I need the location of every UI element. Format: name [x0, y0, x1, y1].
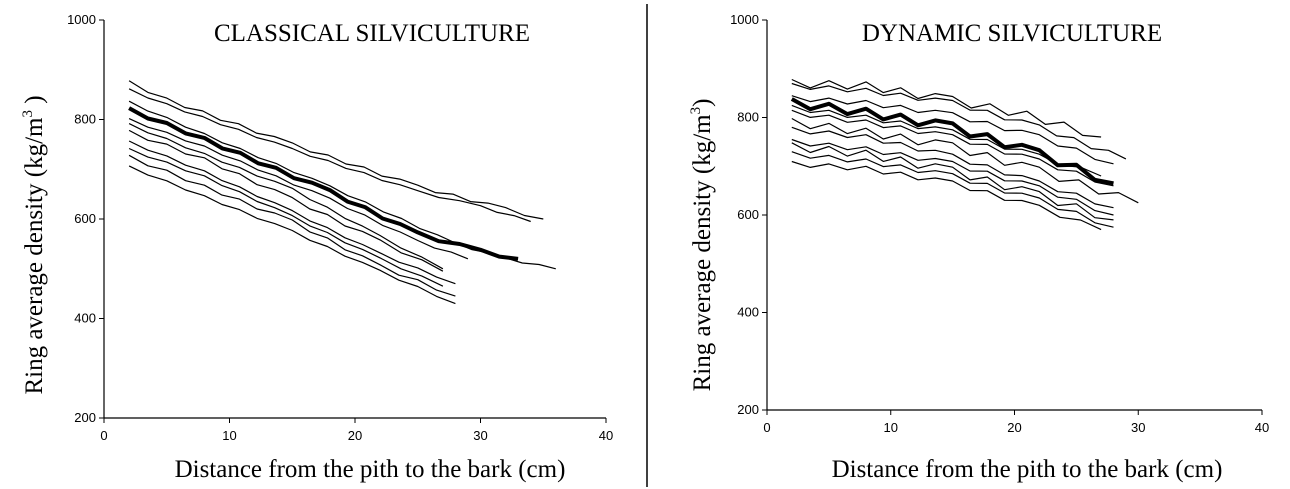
series-line [128, 100, 556, 270]
x-tick-label: 20 [348, 428, 362, 443]
chart-title: CLASSICAL SILVICULTURE [214, 20, 530, 47]
chart-classical-silviculture: CLASSICAL SILVICULTURE Ring average dens… [20, 12, 613, 483]
series-line [791, 95, 1114, 165]
y-axis-title-text: Ring average density (kg/m [689, 114, 716, 392]
series-line [791, 82, 1127, 160]
y-tick-label: 200 [74, 410, 96, 425]
y-tick-label: 200 [737, 402, 759, 417]
y-axis-title-text: Ring average density (kg/m [21, 117, 48, 395]
y-tick-label: 800 [74, 112, 96, 127]
series-line [791, 126, 1114, 209]
y-axis-title-superscript: 3 [688, 107, 704, 115]
x-tick-label: 10 [884, 420, 898, 435]
series-line [128, 147, 444, 287]
y-tick-label: 600 [737, 207, 759, 222]
series-line [128, 129, 444, 272]
series-line [128, 118, 469, 260]
x-tick-label: 30 [1131, 420, 1145, 435]
series-line [128, 165, 456, 305]
series-line [128, 80, 544, 220]
y-tick-label: 1000 [67, 12, 96, 27]
series-line [791, 104, 1102, 177]
y-axis-title-suffix: ) [689, 99, 716, 107]
x-tick-label: 20 [1007, 420, 1021, 435]
chart-title: DYNAMIC SILVICULTURE [862, 20, 1162, 47]
y-tick-label: 600 [74, 211, 96, 226]
y-axis-title-suffix: ) [21, 95, 48, 110]
x-tick-label: 0 [100, 428, 107, 443]
series-line [128, 140, 456, 285]
series-line [791, 151, 1114, 228]
series-line [128, 123, 444, 270]
y-axis-title: Ring average density (kg/m3 ) [20, 95, 48, 394]
chart-dynamic-silviculture: DYNAMIC SILVICULTURE Ring average densit… [688, 12, 1269, 483]
y-axis-title: Ring average density (kg/m3) [688, 99, 716, 392]
series-line-mean [128, 106, 519, 261]
series-line [791, 109, 1114, 187]
x-tick-label: 30 [473, 428, 487, 443]
y-axis-title-superscript: 3 [20, 110, 36, 118]
x-tick-label: 10 [222, 428, 236, 443]
series-line [791, 142, 1114, 221]
series-line [128, 88, 531, 223]
series-line [791, 138, 1114, 216]
x-axis-title: Distance from the pith to the bark (cm) [832, 456, 1223, 483]
series-line [791, 117, 1139, 204]
series-line [791, 160, 1102, 231]
y-tick-label: 400 [74, 311, 96, 326]
x-tick-label: 40 [599, 428, 613, 443]
series-line-mean [790, 97, 1114, 186]
x-tick-label: 40 [1255, 420, 1269, 435]
series-line [791, 78, 1102, 138]
y-tick-label: 1000 [730, 12, 759, 27]
y-tick-label: 800 [737, 110, 759, 125]
series-line [128, 154, 456, 297]
y-tick-label: 400 [737, 305, 759, 320]
x-axis-title: Distance from the pith to the bark (cm) [175, 456, 566, 483]
x-tick-label: 0 [763, 420, 770, 435]
